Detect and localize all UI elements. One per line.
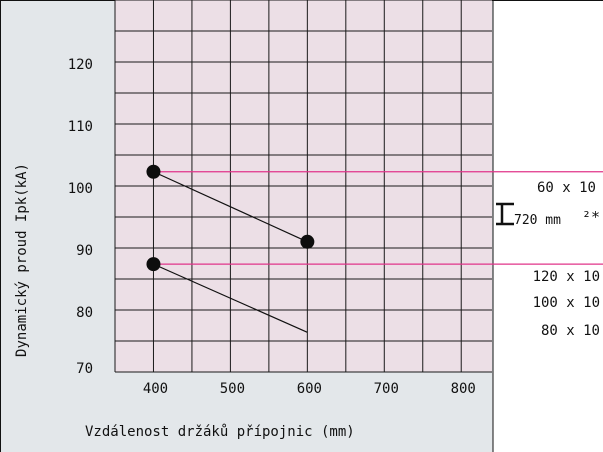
y-tick-labels: 70 80 90 100 110 120: [68, 57, 93, 377]
y-tick-label: 110: [68, 119, 93, 135]
annotation-120x10: 120 x 10: [533, 269, 600, 285]
y-tick-label: 120: [68, 57, 93, 73]
right-panel: [493, 0, 603, 452]
x-tick-label: 400: [143, 381, 168, 397]
y-tick-label: 70: [76, 361, 93, 377]
annotation-note: ²*: [582, 208, 600, 226]
x-tick-label: 700: [374, 381, 399, 397]
data-point-0-1: [300, 234, 315, 249]
data-point-1-0: [146, 257, 161, 272]
series-layer: [146, 164, 315, 333]
x-tick-label: 500: [220, 381, 245, 397]
x-tick-label: 600: [297, 381, 322, 397]
x-tick-labels: 400 500 600 700 800: [143, 381, 476, 397]
annotation-100x10: 100 x 10: [533, 295, 600, 311]
y-tick-label: 90: [76, 243, 93, 259]
y-tick-label: 100: [68, 181, 93, 197]
data-point-0-0: [146, 164, 161, 179]
y-axis-title: Dynamický proud Ipk(kA): [14, 163, 30, 357]
annotation-80x10: 80 x 10: [541, 323, 600, 339]
x-tick-label: 800: [451, 381, 476, 397]
grid: [114, 0, 492, 373]
annotation-720mm: 720 mm: [514, 213, 561, 228]
spacing-bracket-icon: [496, 202, 514, 226]
series-line-0: [153, 171, 308, 243]
y-tick-label: 80: [76, 305, 93, 321]
series-line-1: [153, 263, 308, 333]
reference-lines: [153, 171, 603, 265]
annotation-60x10: 60 x 10: [537, 180, 596, 196]
x-axis-title: Vzdálenost držáků přípojnic (mm): [85, 424, 355, 440]
